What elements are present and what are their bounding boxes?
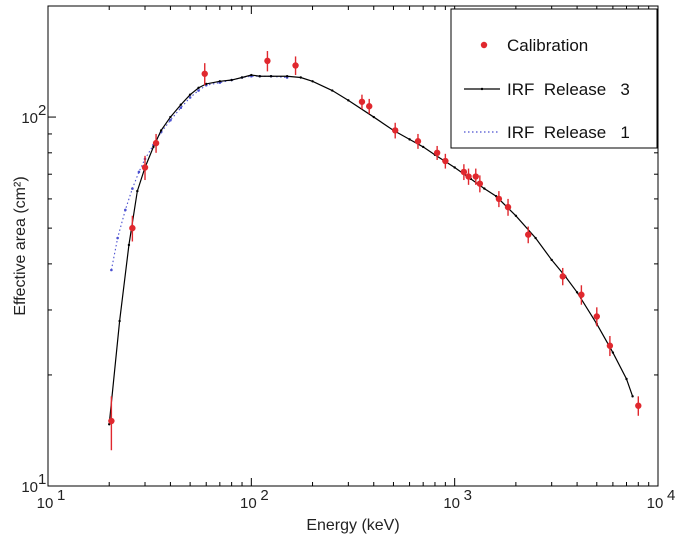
calibration-point — [141, 164, 149, 171]
calibration-point — [201, 70, 208, 77]
calibration-point — [108, 417, 115, 425]
irf-release-3-point — [299, 76, 302, 79]
irf-release-3-point — [483, 187, 486, 190]
calibration-point — [472, 173, 479, 180]
calibration-point — [476, 180, 484, 187]
tick-labels: 10 1 10 2 10 3 10 410 110 2 — [21, 102, 675, 512]
irf-release-1-point — [137, 170, 141, 174]
x-tick-label-exponent: 3 — [464, 487, 472, 504]
calibration-point — [292, 62, 299, 69]
irf-release-3-point — [179, 103, 183, 106]
calibration-point — [433, 149, 441, 157]
calibration-point — [578, 291, 585, 298]
irf-release-3-point — [514, 214, 518, 217]
calibration-point — [264, 57, 271, 65]
x-tick-label: 10 — [240, 495, 257, 512]
calibration-point — [525, 231, 532, 238]
legend-calibration-label: Calibration — [507, 36, 588, 55]
irf-release-3-point — [311, 80, 314, 83]
calibration-point — [465, 173, 472, 180]
irf-release-1-point — [197, 89, 200, 92]
irf-release-3-point — [408, 138, 411, 141]
irf-release-3-point — [240, 76, 244, 79]
irf-release-3-point — [269, 75, 273, 78]
x-tick-label-exponent: 2 — [260, 487, 268, 504]
irf-release-1-point — [116, 236, 119, 240]
irf-release-3-point — [611, 351, 615, 354]
calibration-point — [460, 168, 468, 176]
x-tick-label: 10 — [37, 495, 54, 512]
calibration-point — [442, 157, 449, 165]
y-tick-label-exponent: 2 — [38, 102, 46, 119]
irf-release-3-point — [169, 115, 172, 119]
calibration-point — [635, 402, 642, 409]
legend-box — [450, 8, 658, 149]
x-tick-label-exponent: 1 — [57, 487, 65, 504]
series-calibration — [108, 51, 642, 451]
calibration-point — [152, 139, 160, 147]
irf-release-3-point — [118, 319, 121, 323]
irf-release-1-point — [131, 187, 134, 190]
calibration-point — [366, 103, 373, 110]
calibration-point — [504, 203, 512, 211]
irf-release-1-point — [179, 106, 183, 110]
irf-release-3-point — [631, 395, 634, 398]
calibration-point — [593, 313, 600, 320]
irf-release-3-point — [347, 99, 350, 102]
irf-release-1-point — [188, 96, 192, 99]
series-irf-release-1 — [110, 74, 289, 272]
irf-release-3-point — [534, 236, 537, 240]
irf-release-3-point — [159, 129, 163, 132]
irf-release-3-point — [258, 75, 261, 78]
x-tick-label: 10 — [647, 495, 664, 512]
y-tick-label-exponent: 1 — [38, 471, 46, 488]
irf-release-3-point — [421, 145, 425, 149]
x-tick-label: 10 — [443, 495, 460, 512]
irf-release-3-point — [205, 82, 208, 86]
legend: Calibration IRF Release 3 IRF Release 1 — [450, 8, 658, 149]
irf-release-3-point — [127, 243, 131, 247]
irf-release-3-point — [250, 73, 253, 77]
irf-release-1-point — [169, 118, 172, 122]
irf-release-3-point — [197, 86, 200, 90]
irf-release-3-point — [218, 80, 222, 83]
calibration-point — [495, 195, 503, 203]
irf-release-3-point — [550, 258, 553, 262]
legend-irf1-label: IRF Release 1 — [507, 123, 630, 142]
irf-release-3-point — [625, 377, 628, 381]
legend-irf3-dot — [480, 87, 484, 91]
irf-release-3-point — [136, 189, 139, 193]
y-axis-title: Effective area (cm²) — [12, 176, 29, 315]
irf-release-3-point — [331, 89, 334, 92]
legend-calibration-marker — [480, 41, 488, 49]
irf-release-3-point — [230, 78, 233, 82]
irf-release-1-point — [110, 268, 113, 272]
irf-release-3-point — [152, 145, 155, 149]
calibration-point — [358, 98, 366, 105]
irf-release-3-point — [575, 291, 579, 294]
irf-release-3-point — [453, 166, 456, 169]
x-tick-label-exponent: 4 — [667, 487, 675, 504]
calibration-point — [414, 138, 422, 145]
y-tick-label: 10 — [21, 110, 38, 127]
irf-release-3-point — [188, 93, 192, 96]
irf-release-1-line — [110, 75, 288, 271]
calibration-point — [392, 127, 399, 134]
plot-frame — [47, 5, 659, 487]
calibration-point — [606, 342, 614, 349]
y-tick-label: 10 — [21, 479, 38, 496]
calibration-point — [559, 273, 566, 280]
irf-release-3-point — [372, 115, 375, 119]
calibration-point — [129, 224, 136, 232]
irf-release-1-point — [124, 208, 127, 212]
legend-irf3-label: IRF Release 3 — [507, 80, 630, 99]
x-axis-title: Energy (keV) — [306, 517, 399, 534]
irf-release-3-point — [285, 75, 289, 78]
